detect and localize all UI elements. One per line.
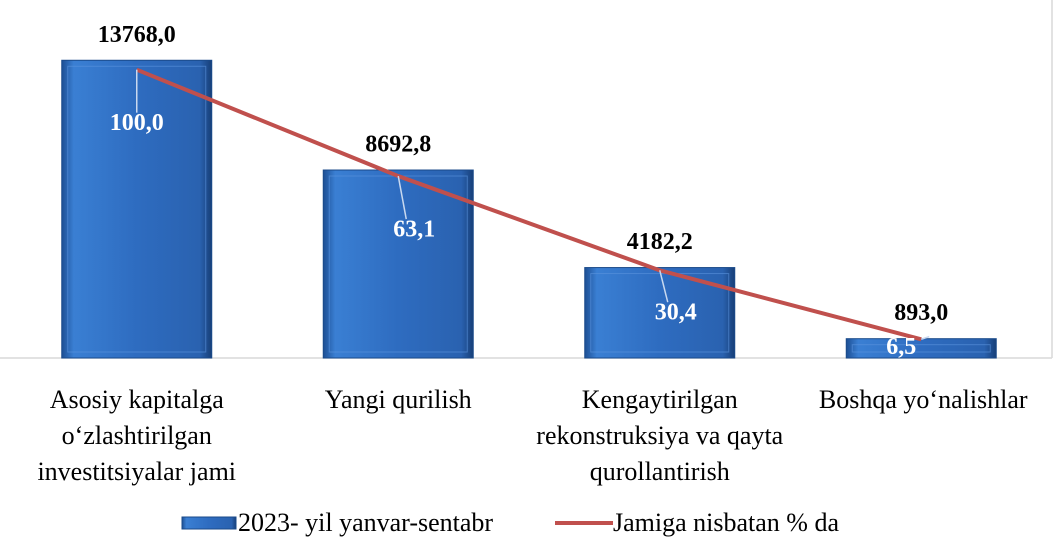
bar: [845, 338, 997, 359]
bar-value-label: 893,0: [894, 300, 948, 326]
legend-label: Jamiga nisbatan % da: [613, 508, 839, 537]
line-value-label: 6,5: [886, 334, 916, 360]
x-tick-label: Kengaytirilgan rekonstruksiya va qayta q…: [536, 385, 784, 486]
bar-bevel: [590, 273, 730, 353]
line-value-label: 30,4: [655, 300, 697, 326]
legend-swatch: [555, 521, 613, 525]
legend-swatch-bar: [181, 516, 237, 530]
bar-value-label: 4182,2: [627, 229, 693, 255]
line-value-label: 63,1: [393, 217, 435, 243]
leader-line: [921, 335, 930, 340]
legend-swatch: [181, 516, 237, 530]
line-value-label: 100,0: [110, 110, 164, 136]
x-tick-label: Asosiy kapitalga o‘zlashtirilgan investi…: [37, 385, 237, 486]
legend-item: 2023- yil yanvar-sentabr: [180, 506, 493, 540]
leader-line: [397, 175, 407, 220]
x-tick-label: Boshqa yo‘nalishlar: [818, 385, 1028, 414]
bar-bevel: [67, 65, 207, 353]
bar-value-label: 13768,0: [98, 22, 176, 48]
legend-label: 2023- yil yanvar-sentabr: [238, 508, 494, 537]
bar-bevel: [851, 344, 991, 353]
line-series: [135, 67, 922, 342]
x-tick-label: Yangi qurilish: [324, 385, 472, 414]
bar-value-label: 8692,8: [365, 132, 431, 158]
legend-item: Jamiga nisbatan % da: [555, 506, 839, 540]
leader-line: [659, 270, 669, 303]
bar: [322, 169, 474, 359]
